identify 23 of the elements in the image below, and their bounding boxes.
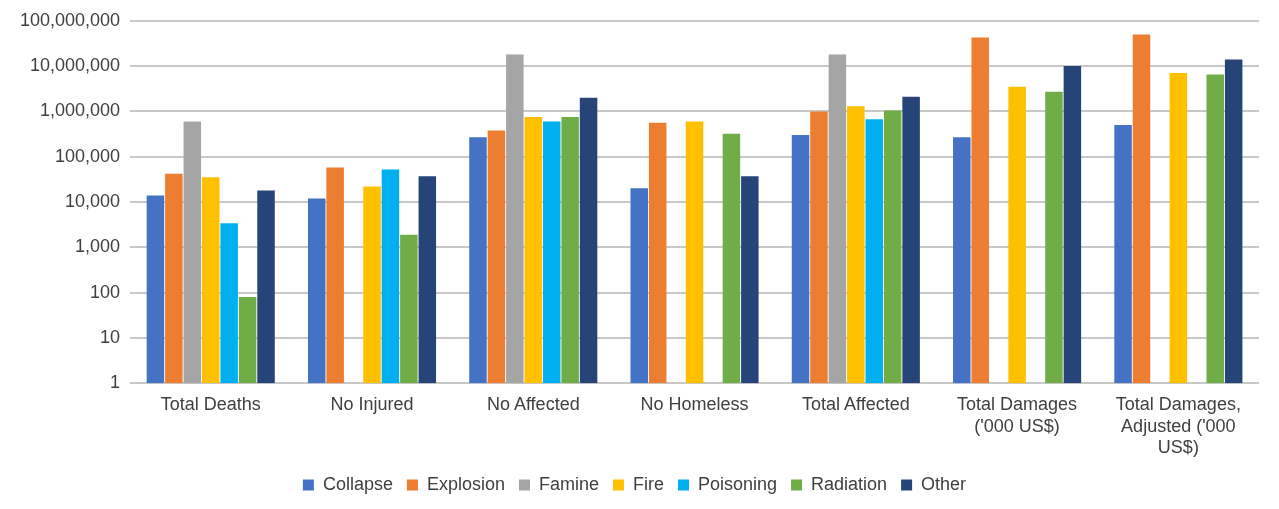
y-tick-label: 1: [110, 372, 121, 393]
x-tick-label: Total Affected: [801, 393, 910, 414]
x-tick-label: Total Deaths: [160, 393, 261, 414]
y-tick-label: 1,000: [75, 236, 121, 257]
legend-label: Fire: [632, 473, 664, 494]
x-tick-label: Total Damages, Adjusted ('000 US$): [1115, 393, 1241, 458]
y-tick-label: 100,000: [55, 145, 121, 166]
y-tick-label: 100: [90, 281, 121, 302]
y-tick-label: 10,000,000: [30, 55, 121, 76]
y-tick-label: 1,000,000: [40, 100, 121, 121]
x-tick-label: No Homeless: [640, 393, 749, 414]
legend-label: Explosion: [426, 473, 505, 494]
x-tick-label: Total Damages ('000 US$): [957, 393, 1078, 436]
y-tick-label: 10: [100, 326, 121, 347]
y-tick-label: 100,000,000: [19, 9, 121, 30]
legend-label: Radiation: [811, 473, 888, 494]
legend-label: Other: [921, 473, 967, 494]
x-tick-label: No Affected: [486, 393, 580, 414]
y-tick-label: 10,000: [65, 190, 121, 211]
x-tick-label: No Injured: [330, 393, 414, 414]
legend-label: Famine: [538, 473, 599, 494]
legend-label: Poisoning: [697, 473, 778, 494]
legend-label: Collapse: [322, 473, 393, 494]
